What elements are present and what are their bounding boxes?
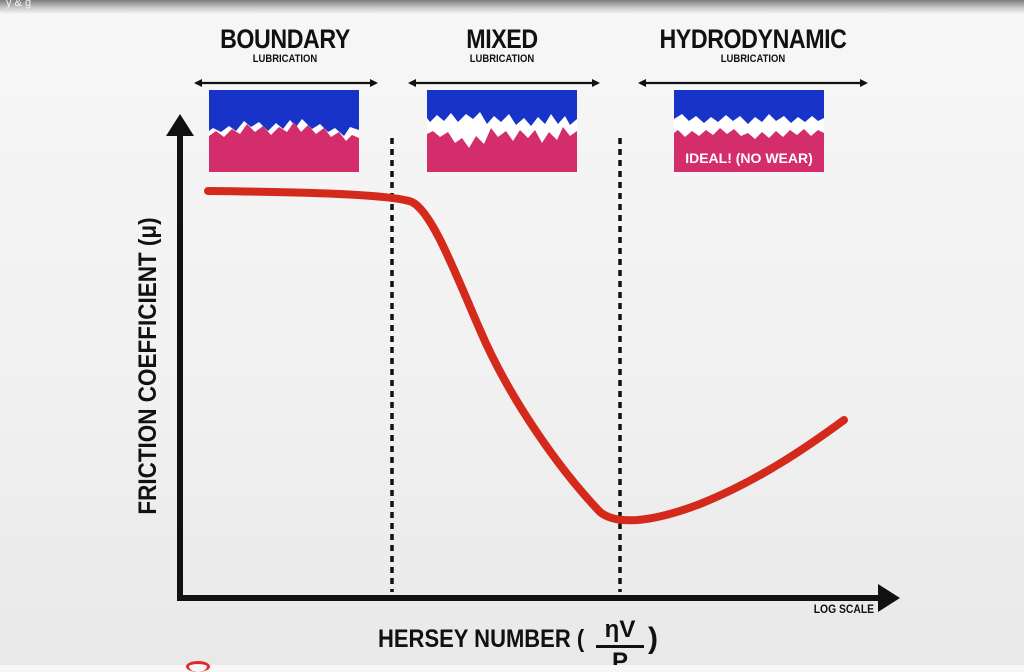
x-axis-arrowhead bbox=[878, 584, 900, 612]
regime-boundary-title: BOUNDARY bbox=[220, 24, 350, 54]
video-title: y & g bbox=[6, 0, 32, 9]
x-axis-title: HERSEY NUMBER ( ηV P ) bbox=[378, 617, 658, 666]
x-axis-title-close: ) bbox=[648, 622, 658, 655]
mixed-surface-panel bbox=[427, 90, 577, 172]
video-overlay-bar: y & g bbox=[0, 0, 1024, 14]
regime-boundary-subtitle: LUBRICATION bbox=[252, 53, 318, 65]
boundary-surface-panel bbox=[209, 90, 359, 172]
hersey-fraction-numerator: ηV bbox=[604, 617, 636, 643]
red-logo-fragment-icon bbox=[186, 661, 210, 672]
regime-hydrodynamic-title: HYDRODYNAMIC bbox=[659, 24, 847, 54]
hydrodynamic-surface-panel: IDEAL! (NO WEAR) bbox=[674, 90, 824, 172]
regime-mixed-title: MIXED bbox=[466, 24, 538, 54]
hersey-fraction-denominator: P bbox=[611, 648, 628, 666]
mixed-upper-surface bbox=[427, 90, 577, 126]
hydrodynamic-badge: IDEAL! (NO WEAR) bbox=[685, 150, 813, 166]
hydrodynamic-upper-surface bbox=[674, 90, 824, 124]
x-axis-title-text: HERSEY NUMBER ( bbox=[378, 625, 585, 653]
regime-hydrodynamic: HYDRODYNAMIC LUBRICATION bbox=[640, 24, 866, 65]
y-axis-title: FRICTION COEFFICIENT (μ) bbox=[134, 217, 162, 514]
hydrodynamic-lower-surface bbox=[674, 128, 824, 172]
hersey-fraction-bar bbox=[596, 645, 644, 648]
stribeck-friction-curve bbox=[204, 187, 848, 525]
log-scale-note: LOG SCALE bbox=[813, 604, 874, 616]
mixed-lower-surface bbox=[427, 127, 577, 172]
hersey-fraction: ηV P bbox=[596, 617, 644, 665]
regime-mixed: MIXED LUBRICATION bbox=[410, 24, 594, 65]
boundary-lower-surface bbox=[209, 122, 359, 172]
boundary-upper-surface bbox=[209, 90, 359, 136]
y-axis-arrowhead bbox=[166, 114, 194, 136]
regime-hydrodynamic-subtitle: LUBRICATION bbox=[720, 53, 786, 65]
regime-boundary: BOUNDARY LUBRICATION bbox=[194, 24, 376, 65]
regime-mixed-subtitle: LUBRICATION bbox=[469, 53, 535, 65]
